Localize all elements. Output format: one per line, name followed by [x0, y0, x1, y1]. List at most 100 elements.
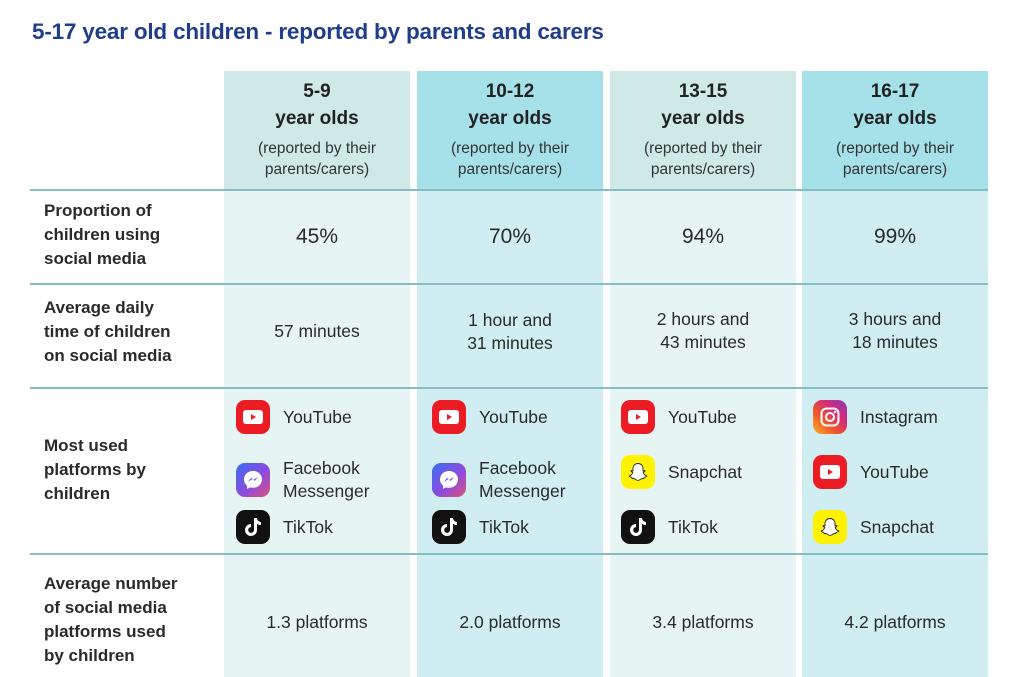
header-note-line: parents/carers): [842, 161, 948, 178]
row-label-line: on social media: [44, 346, 172, 365]
header-note-line: (reported by their: [643, 140, 763, 157]
platform-name: YouTube: [479, 406, 548, 429]
platform-item-facebook-messenger: Facebook Messenger: [236, 457, 370, 503]
instagram-icon: [813, 400, 847, 434]
platform-name: Facebook Messenger: [479, 457, 566, 503]
column-13-15: 13-15 year olds (reported by their paren…: [610, 71, 796, 677]
platform-name-line: Facebook: [479, 458, 556, 478]
row-label-line: social media: [44, 249, 147, 268]
platform-name: TikTok: [479, 516, 529, 539]
platform-name: Instagram: [860, 406, 938, 429]
platform-name-line: TikTok: [479, 516, 529, 537]
row-label-line: platforms used: [44, 622, 166, 641]
column-header: 5-9 year olds (reported by their parents…: [224, 71, 410, 190]
platform-name-line: YouTube: [668, 406, 737, 427]
column-header: 10-12 year olds (reported by their paren…: [417, 71, 603, 190]
row-label-proportion: Proportion of children using social medi…: [44, 199, 214, 271]
daily-time-value: 1 hour and 31 minutes: [417, 309, 603, 355]
age-unit: year olds: [468, 108, 552, 129]
daily-time-line: 18 minutes: [852, 332, 938, 352]
page-title: 5-17 year old children - reported by par…: [32, 19, 604, 44]
snapchat-icon: [621, 455, 655, 489]
platform-item-tiktok: TikTok: [621, 510, 718, 544]
platform-name-line: TikTok: [283, 516, 333, 537]
avg-platforms-value: 4.2 platforms: [844, 612, 946, 632]
row-label-avg-platforms: Average number of social media platforms…: [44, 572, 214, 668]
header-note-line: (reported by their: [450, 140, 570, 157]
daily-time-line: 1 hour and: [468, 310, 552, 330]
platform-name-line: Messenger: [283, 481, 370, 501]
row-label-line: children: [44, 484, 111, 503]
row-label-line: Average daily: [44, 298, 154, 317]
daily-time-value: 2 hours and 43 minutes: [610, 308, 796, 354]
platform-name-line: YouTube: [283, 406, 352, 427]
age-unit: year olds: [661, 108, 745, 129]
platform-item-facebook-messenger: Facebook Messenger: [432, 457, 566, 503]
daily-time-value: 57 minutes: [224, 320, 410, 343]
daily-time-value: 3 hours and 18 minutes: [802, 308, 988, 354]
platform-name-line: TikTok: [668, 516, 718, 537]
proportion-value: 94%: [681, 225, 725, 248]
proportion-value: 99%: [873, 225, 917, 248]
row-label-line: of social media: [44, 598, 167, 617]
row-label-line: time of children: [44, 322, 171, 341]
age-range: 10-12: [485, 81, 535, 102]
platform-name: Snapchat: [860, 516, 934, 539]
row-label-line: Proportion of: [44, 201, 152, 220]
youtube-icon: [236, 400, 270, 434]
column-16-17: 16-17 year olds (reported by their paren…: [802, 71, 988, 677]
platform-name: YouTube: [283, 406, 352, 429]
row-label-line: Most used: [44, 436, 129, 455]
platform-item-youtube: YouTube: [621, 400, 737, 434]
header-note: (reported by their parents/carers): [417, 138, 603, 180]
age-range: 13-15: [678, 81, 728, 102]
daily-time-line: 31 minutes: [467, 333, 553, 353]
platform-item-youtube: YouTube: [432, 400, 548, 434]
row-label-line: children using: [44, 225, 161, 244]
tiktok-icon: [621, 510, 655, 544]
column-header: 16-17 year olds (reported by their paren…: [802, 71, 988, 190]
platform-item-snapchat: Snapchat: [621, 455, 742, 489]
header-note-line: parents/carers): [457, 161, 563, 178]
messenger-icon: [432, 463, 466, 497]
youtube-icon: [621, 400, 655, 434]
platform-item-instagram: Instagram: [813, 400, 938, 434]
platform-name-line: Messenger: [479, 481, 566, 501]
tiktok-icon: [432, 510, 466, 544]
age-range: 5-9: [303, 81, 331, 102]
platform-name: Snapchat: [668, 461, 742, 484]
avg-platforms-value: 2.0 platforms: [459, 612, 561, 632]
row-label-platforms: Most used platforms by children: [44, 434, 214, 506]
proportion-value: 45%: [295, 225, 339, 248]
age-unit: year olds: [275, 108, 359, 129]
platform-item-youtube: YouTube: [813, 455, 929, 489]
messenger-icon: [236, 463, 270, 497]
header-note-line: parents/carers): [650, 161, 756, 178]
platform-item-snapchat: Snapchat: [813, 510, 934, 544]
platform-name: TikTok: [283, 516, 333, 539]
platform-name-line: Instagram: [860, 406, 938, 427]
daily-time-line: 2 hours and: [656, 309, 750, 329]
daily-time-line: 43 minutes: [660, 332, 746, 352]
row-divider: [30, 189, 988, 191]
header-note-line: (reported by their: [835, 140, 955, 157]
platform-item-tiktok: TikTok: [236, 510, 333, 544]
platform-name-line: YouTube: [479, 406, 548, 427]
header-note: (reported by their parents/carers): [610, 138, 796, 180]
platform-name-line: Facebook: [283, 458, 360, 478]
header-note-line: parents/carers): [264, 161, 370, 178]
header-note-line: (reported by their: [257, 140, 377, 157]
platform-name-line: Snapchat: [668, 461, 742, 482]
row-label-line: platforms by: [44, 460, 147, 479]
snapchat-icon: [813, 510, 847, 544]
youtube-icon: [432, 400, 466, 434]
daily-time-line: 3 hours and: [848, 309, 942, 329]
platform-name-line: Snapchat: [860, 516, 934, 537]
avg-platforms-value: 3.4 platforms: [652, 612, 754, 632]
platform-name: YouTube: [668, 406, 737, 429]
age-range: 16-17: [870, 81, 920, 102]
age-unit: year olds: [853, 108, 937, 129]
platform-name: TikTok: [668, 516, 718, 539]
platform-name: Facebook Messenger: [283, 457, 370, 503]
column-5-9: 5-9 year olds (reported by their parents…: [224, 71, 410, 677]
